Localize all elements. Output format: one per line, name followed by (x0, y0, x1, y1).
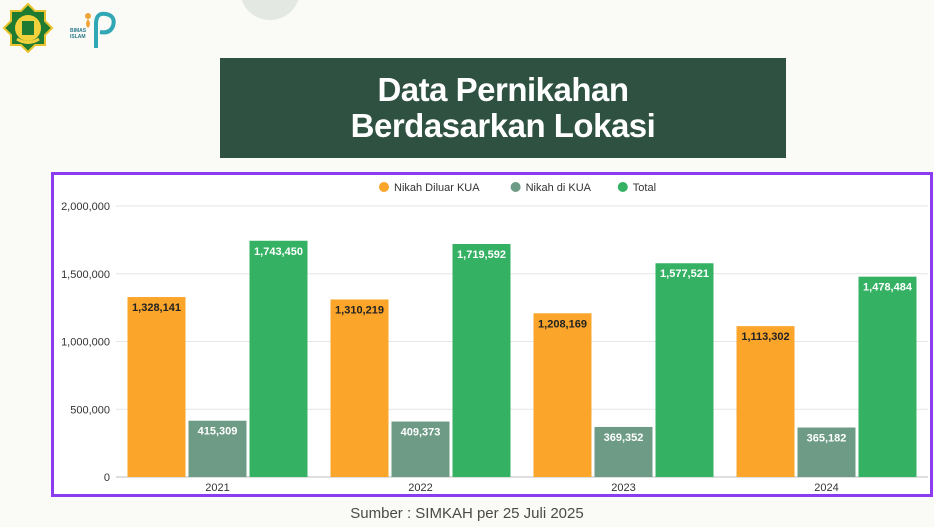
data-label: 1,478,484 (863, 282, 913, 294)
data-label: 365,182 (807, 433, 847, 445)
bar (594, 426, 653, 477)
source-caption: Sumber : SIMKAH per 25 Juli 2025 (350, 505, 584, 522)
legend-swatch (617, 182, 628, 192)
bar (188, 420, 247, 477)
page-title-line-2: Berdasarkan Lokasi (350, 107, 656, 144)
bar (391, 421, 450, 477)
x-tick-label: 2022 (408, 482, 432, 494)
data-label: 1,113,302 (741, 331, 789, 343)
bar-chart: 0 500,000 1,000,000 1,500,000 2,000,000 Nikah… (61, 182, 928, 494)
chart-frame: 0 500,000 1,000,000 1,500,000 2,000,000 Nikah… (51, 172, 933, 497)
data-label: 369,352 (604, 432, 644, 444)
bar (533, 313, 592, 477)
page-title-line-1: Data Pernikahan (377, 71, 629, 108)
data-label: 1,208,169 (538, 318, 587, 330)
bimas-logo-text: BIMAS ISLAM (70, 28, 87, 40)
x-tick-label: 2021 (205, 482, 229, 494)
legend-swatch (379, 182, 389, 192)
bar (127, 297, 186, 477)
y-tick-label: 0 (104, 472, 110, 484)
y-tick-label: 1,500,000 (61, 269, 110, 281)
bar (452, 243, 511, 477)
data-label: 1,577,521 (660, 268, 709, 280)
legend-label: Nikah Diluar KUA (394, 182, 480, 194)
bar (330, 299, 389, 477)
data-label: 1,719,592 (457, 249, 506, 261)
bar (655, 263, 714, 477)
data-label: 1,310,219 (335, 304, 384, 316)
data-label: 409,373 (401, 427, 441, 439)
decorative-circle (240, 0, 300, 20)
data-label: 415,309 (198, 426, 238, 438)
legend-label: Total (633, 182, 656, 194)
bar (249, 240, 308, 477)
bimas-islam-logo: BIMAS ISLAM (66, 8, 120, 52)
legend-swatch (510, 182, 521, 192)
bar (736, 326, 795, 477)
data-label: 1,743,450 (254, 246, 303, 258)
y-tick-label: 2,000,000 (61, 201, 110, 213)
y-tick-label: 1,000,000 (61, 337, 110, 349)
x-tick-label: 2023 (611, 482, 635, 494)
bar (858, 276, 917, 477)
kemenag-logo-icon (2, 2, 54, 54)
y-tick-label: 500,000 (70, 404, 110, 416)
data-label: 1,328,141 (132, 302, 181, 314)
title-banner: Data Pernikahan Berdasarkan Lokasi (220, 58, 786, 158)
bimas-islam-logo-icon (85, 11, 116, 48)
legend-label: Nikah di KUA (526, 182, 592, 194)
x-tick-label: 2024 (814, 482, 838, 494)
bar (797, 427, 856, 477)
